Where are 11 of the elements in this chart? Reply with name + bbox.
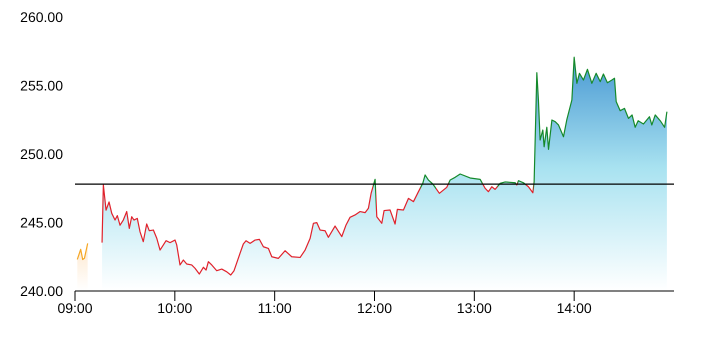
y-tick-label: 260.00: [20, 8, 64, 25]
y-tick-label: 250.00: [20, 146, 64, 162]
x-tick-label: 13:00: [456, 300, 492, 316]
x-tick-label: 10:00: [157, 300, 193, 316]
x-tick-label: 14:00: [556, 300, 592, 316]
y-tick-label: 240.00: [20, 282, 64, 299]
x-tick-label: 12:00: [356, 300, 392, 316]
x-tick-label: 09:00: [57, 300, 93, 316]
y-tick-label: 255.00: [20, 77, 64, 94]
y-tick-label: 245.00: [20, 214, 64, 230]
x-tick-label: 11:00: [258, 300, 292, 316]
